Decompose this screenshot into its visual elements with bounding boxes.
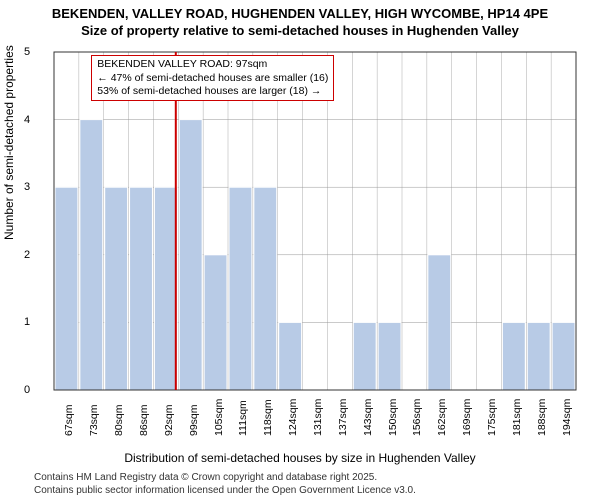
attribution: Contains HM Land Registry data © Crown c… [34, 472, 416, 497]
annotation-line-2: ← 47% of semi-detached houses are smalle… [97, 72, 328, 85]
plot-area: 012345 67sqm73sqm80sqm86sqm92sqm99sqm105… [48, 46, 582, 396]
x-axis-label: Distribution of semi-detached houses by … [0, 451, 600, 465]
attribution-line-1: Contains HM Land Registry data © Crown c… [34, 472, 416, 485]
x-tick: 111sqm [237, 400, 249, 436]
x-tick: 169sqm [461, 399, 473, 436]
y-tick: 3 [24, 181, 30, 193]
x-tick: 124sqm [287, 399, 299, 436]
x-tick: 86sqm [138, 404, 150, 436]
attribution-line-2: Contains public sector information licen… [34, 485, 416, 498]
title-line-1: BEKENDEN, VALLEY ROAD, HUGHENDEN VALLEY,… [0, 6, 600, 23]
x-tick: 73sqm [88, 404, 100, 436]
chart-title: BEKENDEN, VALLEY ROAD, HUGHENDEN VALLEY,… [0, 6, 600, 40]
y-axis-label: Number of semi-detached properties [2, 45, 16, 240]
y-tick: 0 [24, 384, 30, 396]
y-tick: 2 [24, 249, 30, 261]
x-tick: 143sqm [362, 399, 374, 436]
x-tick: 105sqm [213, 399, 225, 436]
y-tick: 5 [24, 46, 30, 58]
x-tick: 156sqm [411, 399, 423, 436]
annotation-box: BEKENDEN VALLEY ROAD: 97sqm ← 47% of sem… [91, 55, 334, 100]
x-tick: 99sqm [188, 404, 200, 436]
chart-container: BEKENDEN, VALLEY ROAD, HUGHENDEN VALLEY,… [0, 0, 600, 500]
title-line-2: Size of property relative to semi-detach… [0, 23, 600, 40]
y-tick: 1 [24, 316, 30, 328]
x-tick: 175sqm [486, 399, 498, 436]
x-tick: 181sqm [511, 399, 523, 436]
x-tick: 162sqm [436, 399, 448, 436]
x-tick: 118sqm [262, 399, 274, 436]
x-tick: 92sqm [163, 404, 175, 436]
y-tick: 4 [24, 114, 30, 126]
x-tick: 137sqm [337, 399, 349, 436]
x-tick: 194sqm [561, 399, 573, 436]
x-tick: 131sqm [312, 399, 324, 436]
annotation-line-3: 53% of semi-detached houses are larger (… [97, 85, 328, 98]
x-tick: 80sqm [113, 404, 125, 436]
x-tick: 188sqm [536, 399, 548, 436]
annotation-line-1: BEKENDEN VALLEY ROAD: 97sqm [97, 58, 328, 71]
x-tick: 67sqm [63, 404, 75, 436]
x-tick: 150sqm [387, 399, 399, 436]
